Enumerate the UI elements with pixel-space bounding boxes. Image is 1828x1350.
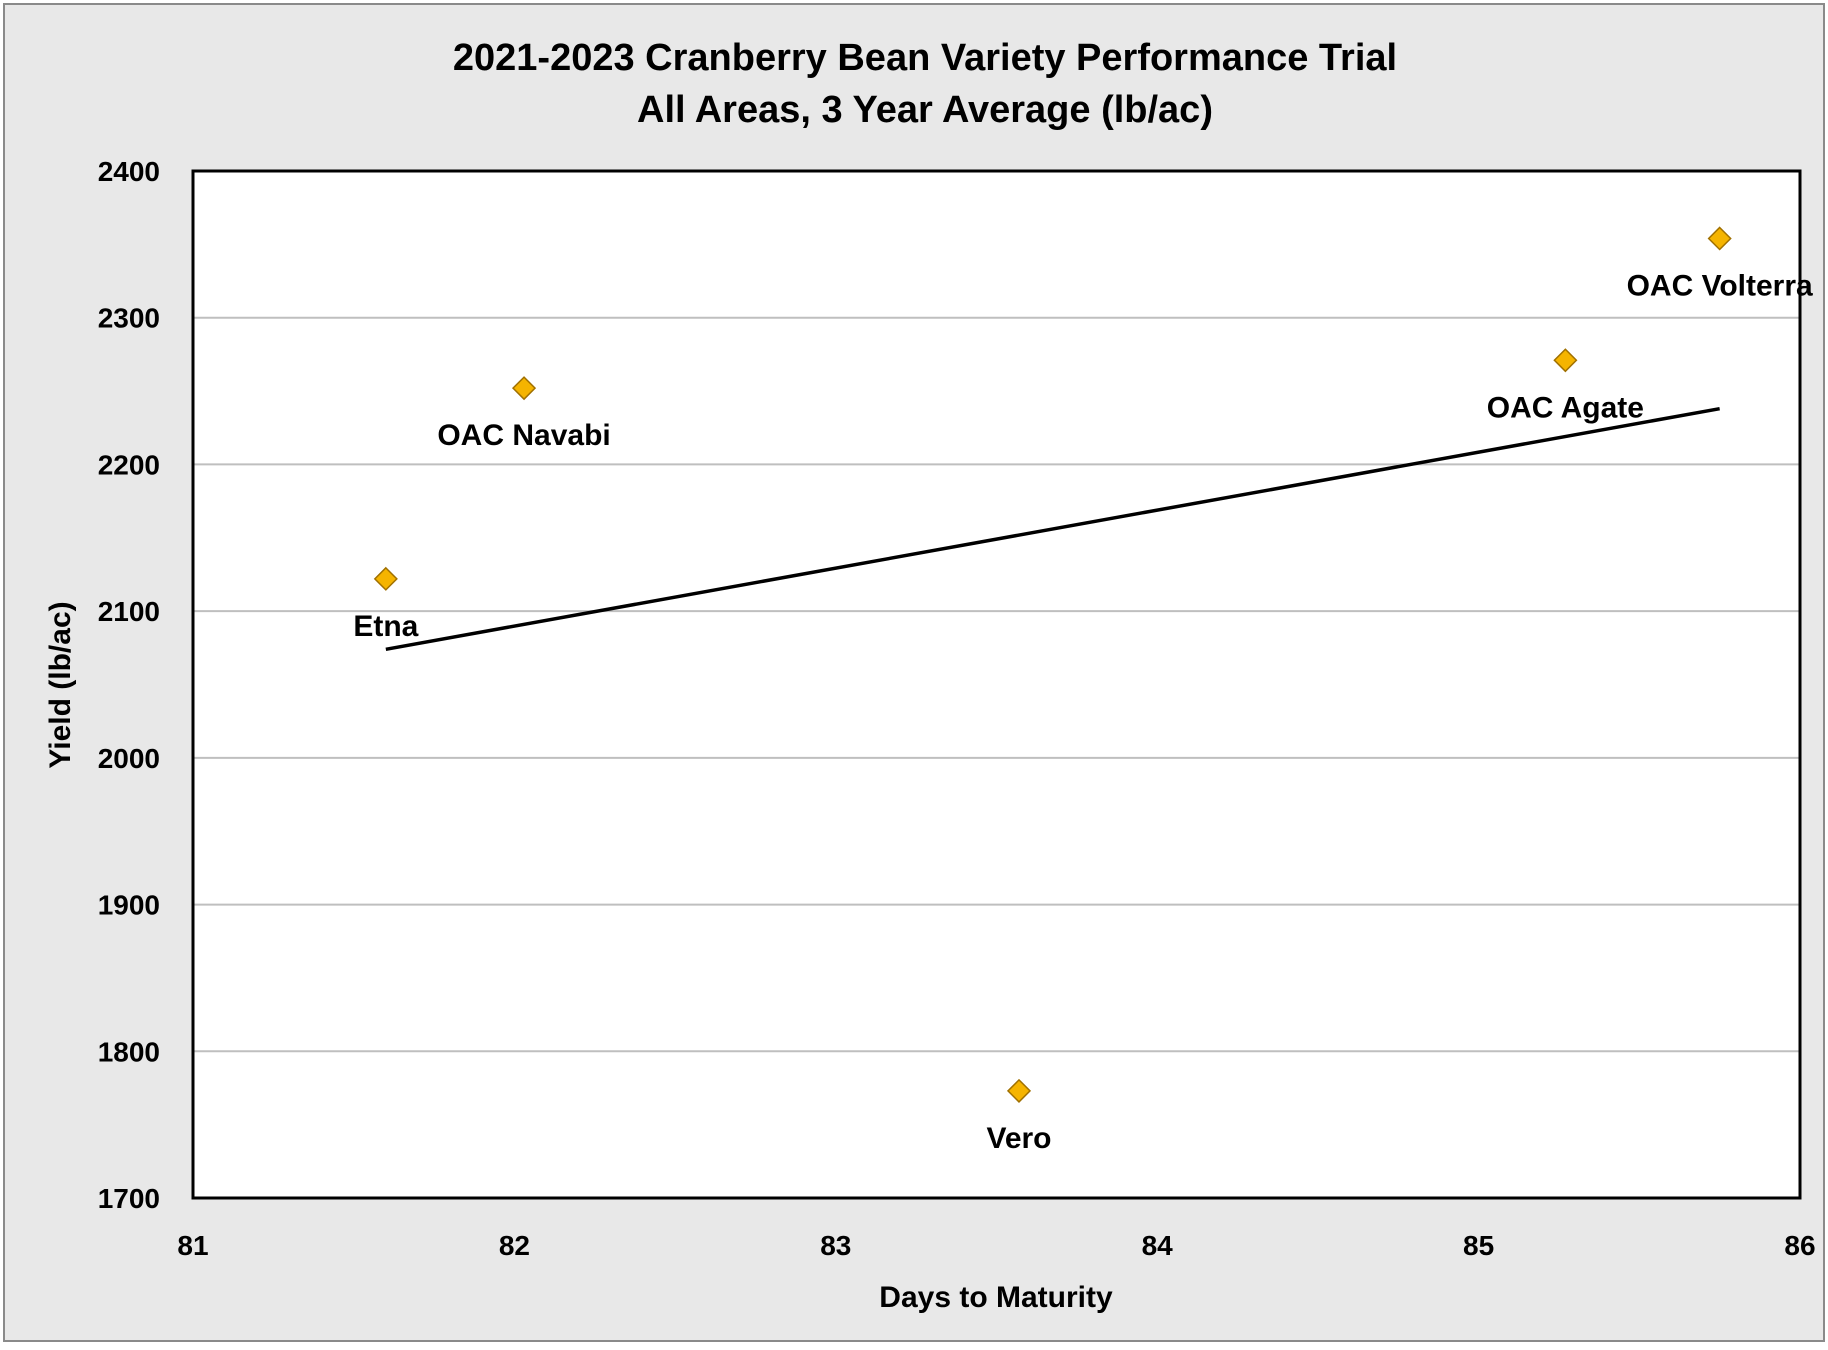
y-axis-title: Yield (lb/ac) bbox=[44, 601, 77, 768]
x-tick-label: 84 bbox=[1142, 1230, 1174, 1261]
y-tick-label: 2300 bbox=[98, 303, 160, 334]
trendline bbox=[385, 406, 1720, 652]
y-tick-label: 1800 bbox=[98, 1036, 160, 1067]
y-axis-ticks: 1700 1800 1900 2000 2100 2200 2300 2400 bbox=[98, 156, 160, 1214]
data-points bbox=[373, 226, 1732, 1103]
y-tick-label: 2000 bbox=[98, 743, 160, 774]
data-point-label: OAC Navabi bbox=[437, 419, 610, 452]
gridlines bbox=[193, 316, 1800, 1053]
x-axis-ticks: 81 82 83 84 85 86 bbox=[177, 1230, 1815, 1261]
y-tick-label: 1700 bbox=[98, 1183, 160, 1214]
data-point bbox=[1006, 1078, 1032, 1103]
x-axis-title: Days to Maturity bbox=[879, 1281, 1113, 1314]
x-tick-label: 82 bbox=[499, 1230, 530, 1261]
y-tick-label: 2400 bbox=[98, 156, 160, 187]
trendline-group bbox=[385, 406, 1720, 652]
data-point bbox=[1707, 226, 1732, 251]
chart-subtitle: All Areas, 3 Year Average (lb/ac) bbox=[637, 89, 1213, 131]
data-point-label: OAC Agate bbox=[1487, 391, 1644, 424]
x-tick-label: 86 bbox=[1784, 1230, 1815, 1261]
data-point-label: Etna bbox=[353, 610, 418, 643]
x-tick-label: 85 bbox=[1463, 1230, 1494, 1261]
chart-title: 2021-2023 Cranberry Bean Variety Perform… bbox=[453, 37, 1397, 79]
data-point bbox=[1553, 348, 1578, 373]
y-tick-label: 2200 bbox=[98, 449, 160, 480]
y-tick-label: 2100 bbox=[98, 596, 160, 627]
data-point bbox=[511, 376, 537, 401]
plot-border bbox=[191, 169, 1802, 1200]
data-point-label: OAC Volterra bbox=[1627, 269, 1813, 302]
point-labels: Etna OAC Navabi Vero OAC Agate OAC Volterra bbox=[353, 269, 1813, 1154]
x-tick-label: 81 bbox=[177, 1230, 208, 1261]
x-tick-label: 83 bbox=[820, 1230, 851, 1261]
plot-area bbox=[193, 171, 1800, 1198]
y-tick-label: 1900 bbox=[98, 890, 160, 921]
data-point bbox=[373, 566, 398, 591]
data-point-label: Vero bbox=[986, 1122, 1051, 1155]
